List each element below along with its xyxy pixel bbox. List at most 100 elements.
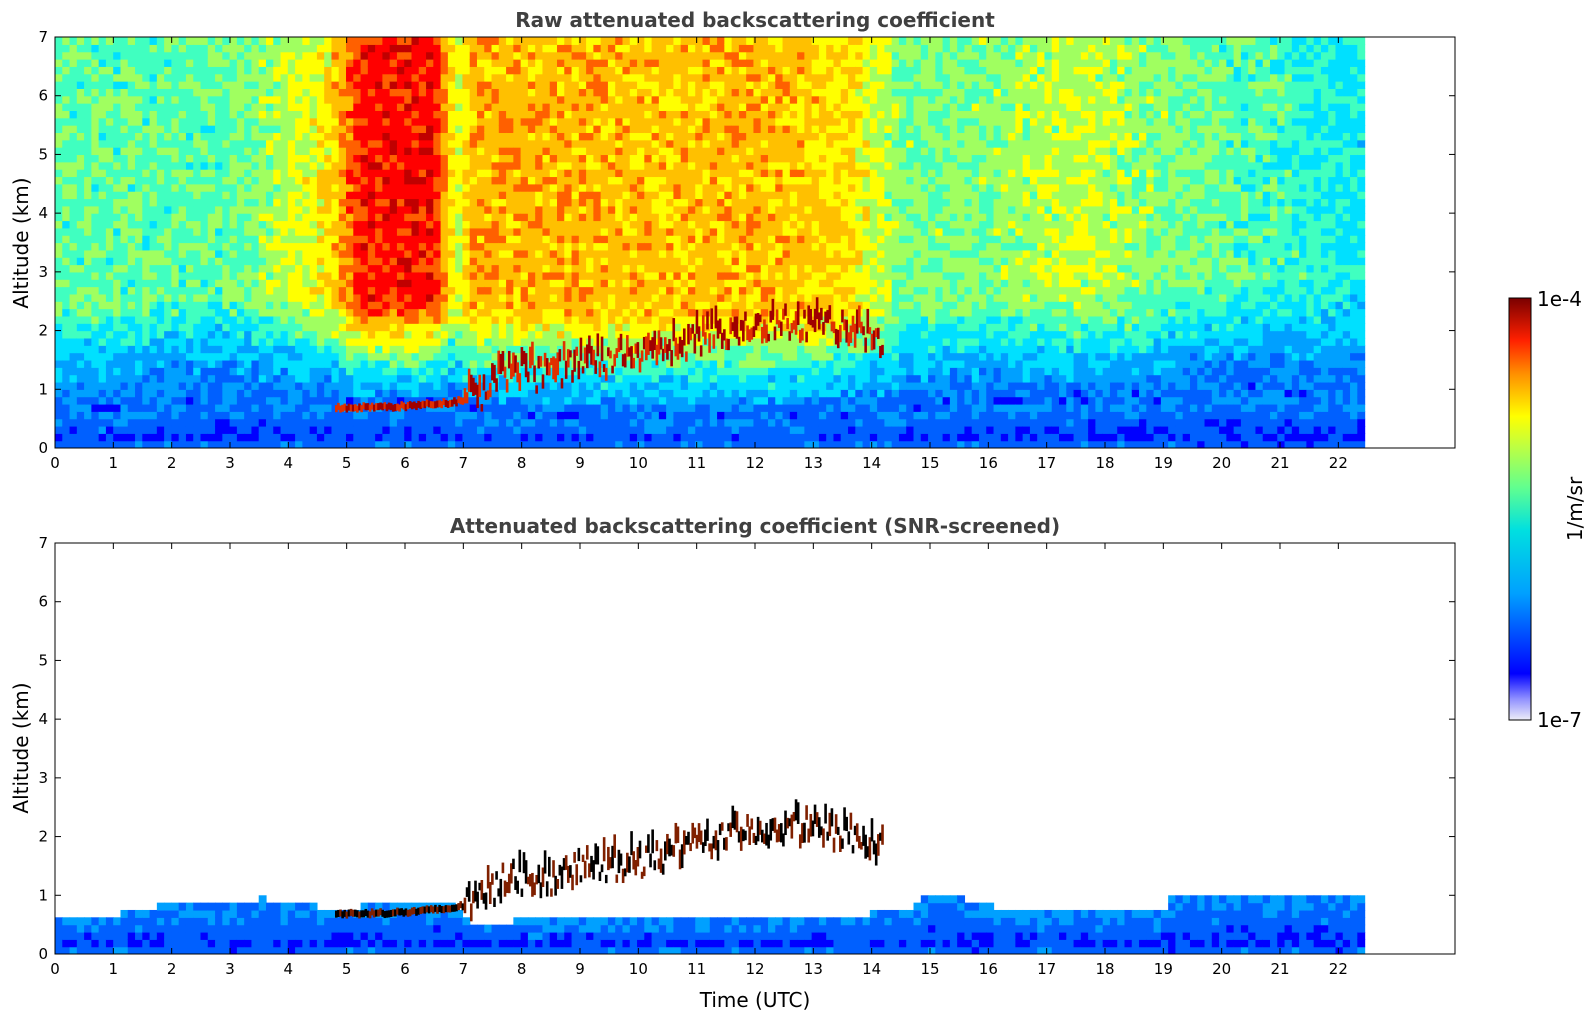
heatmap-cell xyxy=(411,51,420,60)
heatmap-cell xyxy=(207,352,216,361)
heatmap-cell xyxy=(360,271,369,280)
heatmap-cell xyxy=(615,425,624,434)
heatmap-cell xyxy=(156,271,165,280)
heatmap-cell xyxy=(367,235,376,244)
heatmap-cell xyxy=(426,154,434,163)
heatmap-cell xyxy=(193,227,202,236)
heatmap-cell xyxy=(498,139,507,148)
heatmap-cell xyxy=(411,125,420,134)
heatmap-cell xyxy=(578,125,587,134)
heatmap-cell xyxy=(607,359,616,368)
heatmap-cell xyxy=(506,323,514,332)
heatmap-cell xyxy=(84,315,92,324)
heatmap-cell xyxy=(185,242,194,251)
heatmap-cell xyxy=(673,330,682,339)
heatmap-cell xyxy=(506,249,514,258)
heatmap-cell xyxy=(513,73,522,82)
heatmap-cell xyxy=(316,37,325,45)
heatmap-cell xyxy=(658,367,667,376)
heatmap-cell xyxy=(396,359,405,368)
heatmap-cell xyxy=(309,308,318,317)
heatmap-cell xyxy=(127,440,136,448)
heatmap-cell xyxy=(462,330,471,339)
heatmap-cell xyxy=(207,59,216,67)
heatmap-cell xyxy=(338,95,347,104)
heatmap-cell xyxy=(120,132,129,141)
heatmap-cell xyxy=(462,66,471,75)
heatmap-cell xyxy=(513,381,522,390)
heatmap-cell xyxy=(557,293,565,302)
heatmap-cell xyxy=(484,418,493,427)
heatmap-cell xyxy=(593,73,602,82)
heatmap-cell xyxy=(498,411,507,420)
heatmap-cell xyxy=(600,308,609,317)
heatmap-cell xyxy=(178,425,187,434)
heatmap-cell xyxy=(491,308,500,317)
heatmap-cell xyxy=(149,176,158,185)
heatmap-cell xyxy=(476,205,485,214)
heatmap-cell xyxy=(265,205,274,214)
heatmap-cell xyxy=(615,323,624,332)
heatmap-cell xyxy=(527,161,536,170)
heatmap-cell xyxy=(287,169,296,178)
heatmap-cell xyxy=(411,213,420,222)
heatmap-cell xyxy=(615,169,624,178)
heatmap-cell xyxy=(644,264,653,273)
heatmap-cell xyxy=(476,337,485,346)
heatmap-cell xyxy=(549,345,558,354)
heatmap-cell xyxy=(171,139,180,148)
heatmap-cell xyxy=(222,191,231,200)
heatmap-cell xyxy=(440,95,449,104)
heatmap-cell xyxy=(105,213,114,222)
heatmap-cell xyxy=(295,176,303,185)
heatmap-cell xyxy=(440,44,449,53)
heatmap-cell xyxy=(265,154,274,163)
heatmap-cell xyxy=(476,257,485,266)
heatmap-cell xyxy=(55,59,63,67)
heatmap-cell xyxy=(411,359,420,368)
heatmap-cell xyxy=(586,59,594,67)
heatmap-cell xyxy=(287,264,296,273)
heatmap-cell xyxy=(404,227,413,236)
heatmap-cell xyxy=(557,205,565,214)
heatmap-cell xyxy=(476,220,485,229)
heatmap-cell xyxy=(578,154,587,163)
heatmap-cell xyxy=(302,440,311,448)
heatmap-cell xyxy=(644,403,653,412)
heatmap-cell xyxy=(316,110,325,119)
heatmap-cell xyxy=(542,249,551,258)
heatmap-cell xyxy=(549,81,558,89)
heatmap-cell xyxy=(571,381,580,390)
heatmap-cell xyxy=(207,301,216,310)
heatmap-cell xyxy=(127,286,136,295)
heatmap-cell xyxy=(396,337,405,346)
heatmap-cell xyxy=(695,381,704,390)
heatmap-cell xyxy=(171,330,180,339)
heatmap-cell xyxy=(178,367,187,376)
heatmap-cell xyxy=(178,81,187,89)
heatmap-cell xyxy=(644,213,653,222)
heatmap-cell xyxy=(280,73,289,82)
heatmap-cell xyxy=(127,205,136,214)
heatmap-cell xyxy=(200,359,209,368)
heatmap-cell xyxy=(135,169,143,178)
heatmap-cell xyxy=(280,381,289,390)
heatmap-cell xyxy=(309,381,318,390)
heatmap-cell xyxy=(418,374,427,383)
heatmap-cell xyxy=(484,337,493,346)
heatmap-cell xyxy=(571,271,580,280)
heatmap-cell xyxy=(120,403,129,412)
heatmap-cell xyxy=(331,73,340,82)
heatmap-cell xyxy=(316,367,325,376)
heatmap-cell xyxy=(149,308,158,317)
heatmap-cell xyxy=(389,220,398,229)
heatmap-cell xyxy=(164,257,173,266)
heatmap-cell xyxy=(578,433,587,442)
heatmap-cell xyxy=(346,81,354,89)
heatmap-cell xyxy=(426,161,434,170)
heatmap-cell xyxy=(185,286,194,295)
heatmap-cell xyxy=(171,301,180,310)
heatmap-cell xyxy=(302,249,311,258)
heatmap-cell xyxy=(135,440,143,448)
heatmap-cell xyxy=(476,37,485,45)
